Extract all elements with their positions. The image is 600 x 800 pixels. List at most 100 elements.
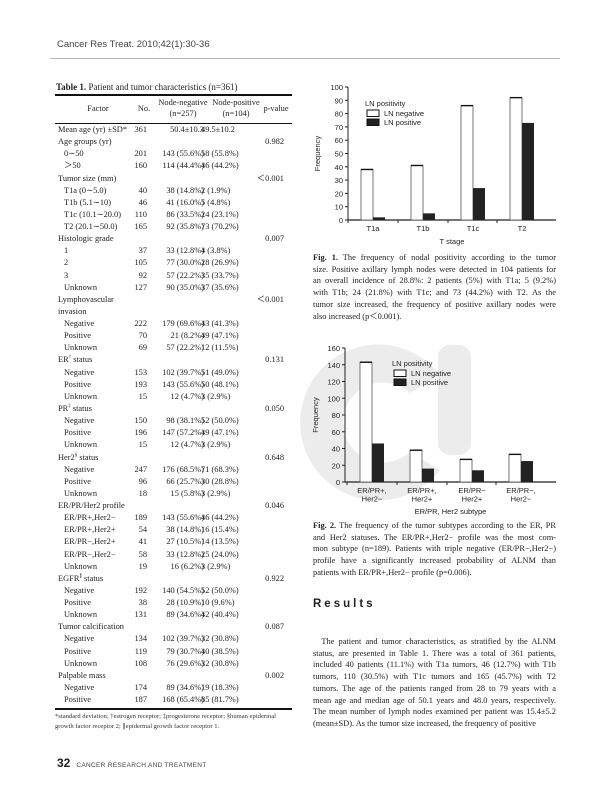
cell-node-positive: 85 (81.7%) [201,695,239,705]
caption-line: status, are presented in Table 1. There … [313,648,556,658]
y-tick-label: 100 [330,83,343,92]
table-row: ER† status 0.131 [55,354,292,366]
cell-factor: Unknown [64,391,98,401]
table-label: Table 1. [56,82,87,92]
cell-factor: Negative [64,367,95,377]
cell-node-positive: 58 (55.8%) [201,149,239,159]
table-row: Lymphovascular ＜0.001 [55,294,292,306]
cell-node-positive: 12 (11.5%) [201,343,239,353]
cell-factor: ER/PR−,Her2+ [64,537,116,547]
y-tick-label: 60 [332,428,340,437]
cell-count: 69 [138,343,147,353]
cell-factor: Unknown [64,561,98,571]
cell-factor: EGFR∥ status [58,573,104,583]
cell-count: 131 [134,610,147,620]
figure-label: Fig. 1. [313,253,338,262]
cell-node-negative: 21 (8.2%) [170,331,205,341]
journal-name: CANCER RESEARCH AND TREATMENT [76,762,207,769]
results-heading: Results [313,598,376,610]
running-head: Cancer Res Treat. 2010;42(1):30-36 [57,39,210,50]
cell-node-negative: 28 (10.9%) [166,598,204,608]
cell-count: 38 [138,598,147,608]
cell-factor: Palpable mass [58,670,106,680]
header-node-negative: Node-negative (n=257) [155,97,211,119]
table-row: Negative 134 102 (39.7%) 32 (30.8%) [55,633,292,645]
bar-ln-negative [509,97,523,221]
footnote-marker: ‡ [68,404,71,410]
y-axis-title: Frequency [313,136,322,172]
bar-ln-positive [373,217,385,220]
cell-p-value: 0.131 [265,355,284,365]
bar-ln-positive [423,213,435,220]
cell-node-positive: 51 (49.0%) [201,367,239,377]
table-row: Unknown 69 57 (22.2%) 12 (11.5%) [55,342,292,354]
table-row: Positive 38 28 (10.9%) 10 (9.6%) [55,597,292,609]
cell-factor: Positive [64,476,91,486]
cell-node-negative: 102 (39.7%) [162,634,204,644]
bar-ln-positive [473,188,485,220]
cell-node-negative: 90 (35.0%) [166,282,204,292]
cell-count: 15 [138,440,147,450]
cell-node-negative: 16 (6.2%) [170,561,205,571]
cell-count: 247 [134,464,147,474]
table-row: ER/PR+,Her2− 189 143 (55.6%) 46 (44.2%) [55,512,292,524]
legend-swatch-negative [393,369,407,377]
caption-line: tumors, 110 (30.5%) with T1c tumors and … [313,672,556,682]
cell-count: 153 [134,367,147,377]
y-tick-label: 140 [327,361,340,370]
cell-factor: Unknown [64,488,98,498]
cell-node-negative: 27 (10.5%) [166,537,204,547]
table-row: Histologic grade 0.007 [55,233,292,245]
table-row: Negative 222 179 (69.6%) 43 (41.3%) [55,318,292,330]
caption-line: Fig. 1. The frequency of nodal positivit… [313,253,557,262]
footnote-marker: † [68,355,72,361]
caption-line: patients with ER/PR+,Her2− profile (p=0.… [313,567,472,577]
caption-line: Fig. 2. The frequency of the tumor subty… [313,521,556,530]
cell-node-positive: 3 (2.9%) [201,440,231,450]
cell-factor: T1a (0∼5.0) [64,185,107,195]
cell-node-positive: 28 (26.9%) [201,258,239,268]
x-axis-title: T stage [440,237,465,246]
caption-line: tumors. The age of the patients ranged f… [313,683,556,693]
y-tick-label: 50 [335,150,343,159]
cell-factor: Positive [64,598,91,608]
header-no: No. [137,104,151,113]
caption-line: mon subtype (n=189). Patients with tripl… [313,544,556,554]
cell-factor: Positive [64,379,91,389]
table-row: ER/PR+,Her2+ 54 38 (14.8%) 16 (15.4%) [55,524,292,536]
cell-factor: Negative [64,585,95,595]
table-row: 2 105 77 (30.0%) 28 (26.9%) [55,257,292,269]
cell-node-negative: 143 (55.6%) [162,149,204,159]
table-row: T1c (10.1∼20.0) 110 86 (33.5%) 24 (23.1%) [55,209,292,221]
cell-count: 165 [134,222,147,232]
cell-factor: 0∼50 [64,149,84,159]
y-tick-label: 30 [335,176,343,185]
y-tick-label: 90 [335,96,343,105]
cell-node-negative: 92 (35.8%) [166,222,204,232]
cell-node-negative: 57 (22.2%) [166,270,204,280]
cell-count: 40 [138,185,147,195]
x-tick-label: ER/PR−, [506,486,535,495]
cell-factor: Negative [64,416,95,426]
cell-node-negative: 38 (14.8%) [166,525,204,535]
cell-count: 92 [138,270,147,280]
cell-factor: Lymphovascular [58,294,114,304]
cell-factor: Negative [64,682,95,692]
y-tick-label: 60 [335,136,343,145]
y-tick-label: 70 [335,123,343,132]
y-tick-label: 20 [332,461,340,470]
cell-node-negative: 77 (30.0%) [166,258,204,268]
cell-count: 189 [134,513,147,523]
cell-count: 150 [134,416,147,426]
cell-factor: Positive [64,695,91,705]
cell-node-negative: 50.4±10.3 [170,125,204,134]
cell-node-positive: 4 (3.8%) [201,246,231,256]
legend-swatch-positive [393,378,407,386]
cell-factor: PR‡ status [58,403,92,413]
legend-label: LN positive [411,378,448,387]
table-row: Positive 119 79 (30.7%) 40 (38.5%) [55,646,292,658]
figure-label: Fig. 2. [313,521,337,530]
cell-factor: ＞50 [64,161,81,171]
table-row: ER/PR−,Her2− 58 33 (12.8%) 25 (24.0%) [55,549,292,561]
cell-node-negative: 66 (25.7%) [166,476,204,486]
